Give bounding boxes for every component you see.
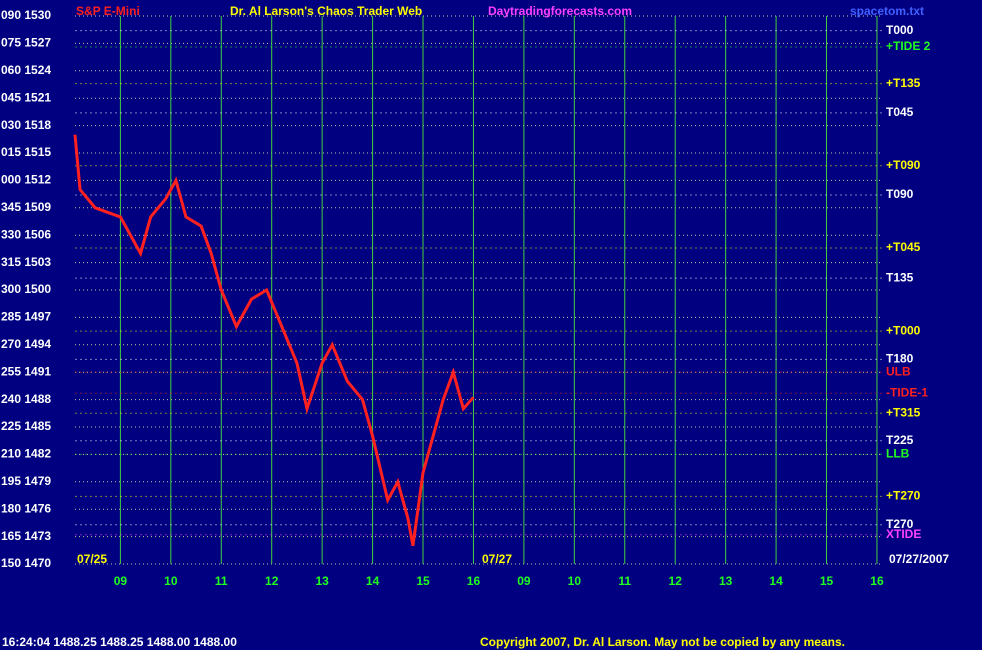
copyright: Copyright 2007, Dr. Al Larson. May not b…: [480, 635, 845, 649]
x-tick-label: 09: [114, 574, 128, 588]
y-tick-label: 210 1482: [1, 447, 51, 461]
x-tick-label: 15: [416, 574, 430, 588]
level-label: T000: [886, 23, 914, 37]
level-label: T180: [886, 352, 914, 366]
level-label: XTIDE: [886, 527, 921, 541]
y-tick-label: 090 1530: [1, 8, 51, 22]
x-tick-label: 15: [820, 574, 834, 588]
date-label: 07/27: [482, 552, 512, 566]
y-tick-label: 330 1506: [1, 227, 51, 241]
y-tick-label: 060 1524: [1, 63, 51, 77]
y-tick-label: 165 1473: [1, 529, 51, 543]
chart-title: Dr. Al Larson's Chaos Trader Web: [230, 4, 422, 18]
y-tick-label: 195 1479: [1, 474, 51, 488]
y-tick-label: 255 1491: [1, 364, 51, 378]
y-tick-label: 345 1509: [1, 200, 51, 214]
y-tick-label: 015 1515: [1, 145, 51, 159]
level-label: T045: [886, 105, 914, 119]
y-tick-label: 150 1470: [1, 556, 51, 570]
file-name: spacetom.txt: [850, 4, 924, 18]
level-label: +T090: [886, 158, 921, 172]
x-tick-label: 11: [215, 574, 228, 588]
x-tick-label: 14: [366, 574, 380, 588]
x-tick-label: 16: [870, 574, 884, 588]
y-tick-label: 225 1485: [1, 419, 51, 433]
x-tick-label: 12: [265, 574, 279, 588]
y-tick-label: 045 1521: [1, 90, 51, 104]
level-label: T090: [886, 187, 914, 201]
x-tick-label: 13: [719, 574, 733, 588]
x-tick-label: 10: [164, 574, 178, 588]
x-tick-label: 12: [669, 574, 683, 588]
level-label: T225: [886, 433, 914, 447]
level-label: +T270: [886, 489, 921, 503]
level-label: T270: [886, 517, 914, 531]
x-tick-label: 13: [315, 574, 329, 588]
level-label: +T135: [886, 76, 921, 90]
y-tick-label: 030 1518: [1, 118, 51, 132]
y-tick-label: 240 1488: [1, 392, 51, 406]
level-label: +TIDE 2: [886, 39, 931, 53]
level-label: -TIDE-1: [886, 385, 928, 399]
source: Daytradingforecasts.com: [488, 4, 632, 18]
y-tick-label: 300 1500: [1, 282, 51, 296]
level-label: +T045: [886, 240, 921, 254]
level-label: ULB: [886, 364, 911, 378]
y-tick-label: 270 1494: [1, 337, 51, 351]
x-tick-label: 16: [467, 574, 481, 588]
y-tick-label: 000 1512: [1, 173, 51, 187]
level-label: +T000: [886, 323, 921, 337]
level-label: +T315: [886, 405, 921, 419]
status-bar: 16:24:04 1488.25 1488.25 1488.00 1488.00: [2, 635, 237, 649]
level-label: T135: [886, 270, 914, 284]
x-tick-label: 10: [568, 574, 582, 588]
y-tick-label: 285 1497: [1, 310, 51, 324]
level-label: LLB: [886, 447, 910, 461]
y-tick-label: 180 1476: [1, 501, 51, 515]
chart-subtitle: S&P E-Mini: [76, 4, 140, 18]
y-tick-label: 315 1503: [1, 255, 51, 269]
x-tick-label: 09: [517, 574, 531, 588]
x-tick-label: 11: [618, 574, 631, 588]
y-tick-label: 075 1527: [1, 36, 51, 50]
x-tick-label: 14: [769, 574, 783, 588]
date-label: 07/27/2007: [889, 552, 949, 566]
price-line: [73, 134, 475, 547]
date-label: 07/25: [77, 552, 107, 566]
